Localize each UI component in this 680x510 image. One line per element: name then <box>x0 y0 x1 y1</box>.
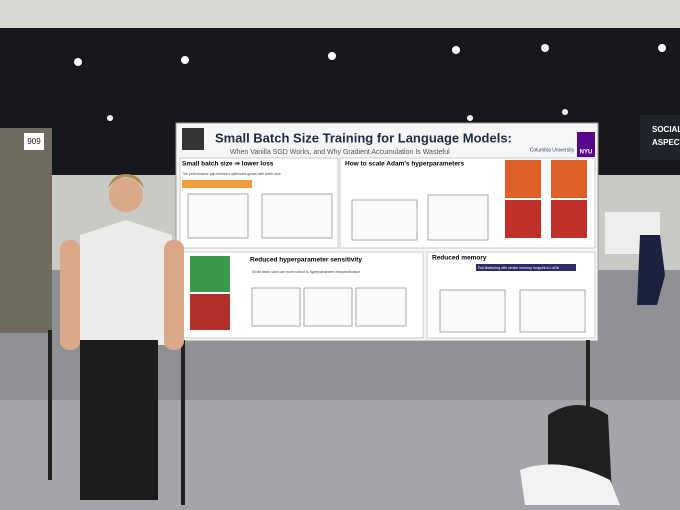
heatmap <box>505 200 541 238</box>
highlight <box>476 264 576 271</box>
plot <box>261 193 333 239</box>
plot <box>351 199 418 241</box>
plot <box>251 287 301 327</box>
plot <box>355 287 407 327</box>
ceiling-beam <box>0 0 680 28</box>
poster-subtitle: When Vanilla SGD Works, and Why Gradient… <box>230 149 450 156</box>
heatmap <box>190 256 230 292</box>
bag <box>520 464 620 505</box>
banner <box>640 115 680 160</box>
poster-title: Small Batch Size Training for Language M… <box>215 130 512 145</box>
sign-number: 909 <box>27 137 41 146</box>
ceiling-lights <box>74 44 666 121</box>
visitor <box>637 235 665 305</box>
heatmap <box>505 160 541 198</box>
banner-line: ASPECTS <box>652 138 680 147</box>
section-text: Full-finetuning with similar memory foot… <box>478 266 560 270</box>
section-text: Small batch sizes are more robust to hyp… <box>252 270 360 274</box>
plot <box>187 193 249 239</box>
plot <box>439 289 506 333</box>
section-heading: Reduced memory <box>432 255 487 262</box>
affiliation: Columbia University <box>530 147 575 153</box>
heatmap <box>551 200 587 238</box>
poster-stand <box>48 330 590 505</box>
highlight <box>182 180 252 188</box>
logo <box>577 132 595 157</box>
section-heading: Reduced hyperparameter sensitivity <box>250 257 362 264</box>
plot <box>519 289 586 333</box>
heatmap <box>190 294 230 330</box>
plot <box>427 194 489 241</box>
heatmap <box>551 160 587 198</box>
section-heading: Small batch size ⇒ lower loss <box>182 161 274 168</box>
plot <box>303 287 353 327</box>
sign <box>24 133 44 150</box>
person <box>60 174 184 500</box>
qr-code <box>182 128 204 150</box>
banner-line: SOCIAL <box>652 125 680 134</box>
section-heading: How to scale Adam's hyperparameters <box>345 161 464 168</box>
neighbor-board <box>0 128 52 333</box>
section-text: The performance gap between optimizers g… <box>182 172 281 176</box>
affiliation: NYU <box>580 150 593 156</box>
